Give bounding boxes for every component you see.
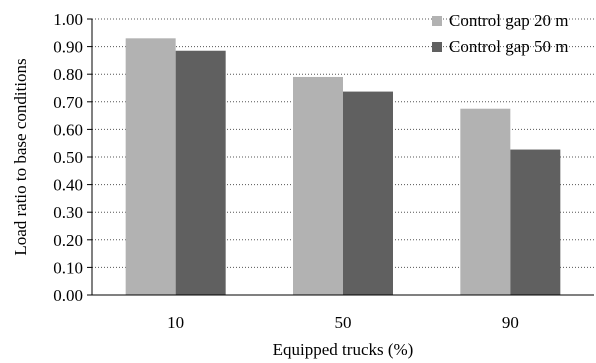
x-axis-title: Equipped trucks (%) xyxy=(273,340,414,359)
bar xyxy=(343,91,393,295)
y-tick-label: 1.00 xyxy=(53,10,83,29)
legend-label: Control gap 20 m xyxy=(449,11,568,30)
bar xyxy=(460,108,511,295)
y-tick-label: 0.70 xyxy=(53,93,83,112)
bar xyxy=(293,76,343,296)
bar xyxy=(510,149,561,295)
axes xyxy=(91,19,594,296)
y-tick-label: 0.60 xyxy=(53,120,83,139)
x-tick-label: 90 xyxy=(502,313,519,332)
x-tick-labels: 10 50 90 xyxy=(167,313,519,332)
y-tick-label: 0.20 xyxy=(53,231,83,250)
y-tick-label: 0.90 xyxy=(53,38,83,57)
y-axis-title: Load ratio to base conditions xyxy=(11,58,30,255)
y-tick-label: 0.00 xyxy=(53,286,83,305)
y-tick-label: 0.50 xyxy=(53,148,83,167)
legend-swatch xyxy=(432,16,442,26)
bar xyxy=(125,38,176,295)
bar xyxy=(175,50,226,295)
y-tick-label: 0.30 xyxy=(53,203,83,222)
legend-swatch xyxy=(432,42,442,52)
y-tick-label: 0.80 xyxy=(53,65,83,84)
y-tick-label: 0.10 xyxy=(53,258,83,277)
legend-label: Control gap 50 m xyxy=(449,37,568,56)
gridlines xyxy=(87,18,594,296)
y-tick-labels: 0.00 0.10 0.20 0.30 0.40 0.50 0.60 0.70 0.80 0.90… xyxy=(53,10,83,305)
y-tick-label: 0.40 xyxy=(53,176,83,195)
x-tick-label: 10 xyxy=(167,313,184,332)
legend: Control gap 20 m Control gap 50 m xyxy=(432,11,568,56)
x-tick-label: 50 xyxy=(335,313,352,332)
bars xyxy=(125,38,561,296)
